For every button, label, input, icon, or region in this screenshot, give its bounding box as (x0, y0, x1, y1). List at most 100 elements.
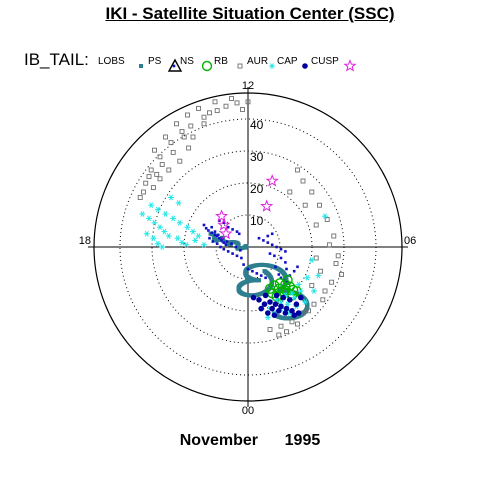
cap-point (302, 299, 309, 305)
aur-point (278, 323, 284, 329)
legend-label-ps: PS (148, 56, 162, 67)
legend-marker-cusp (302, 63, 308, 69)
legend-label-lobs: LOBS (98, 56, 125, 67)
legend-label-cusp: CUSP (311, 56, 339, 67)
aur-point (181, 134, 187, 140)
cusp-point (215, 209, 229, 222)
aur-point (234, 100, 240, 106)
aur-point (333, 261, 339, 266)
legend-marker-cap (269, 63, 275, 69)
aur-point (322, 288, 328, 294)
cap-point (174, 235, 181, 242)
cap-point (322, 213, 328, 220)
aur-point (185, 112, 190, 118)
ps-point (266, 241, 270, 244)
aur-point (318, 268, 324, 274)
cusp-point (250, 294, 257, 301)
ps-point (235, 230, 239, 233)
aur-point (166, 167, 172, 173)
ps-point (225, 240, 229, 243)
ps-point (211, 240, 215, 243)
legend-marker-ns (167, 58, 183, 72)
ps-point (257, 236, 261, 240)
cap-point (311, 288, 317, 294)
axis-labels: 10 20 30 40 12 00 18 06 (79, 80, 417, 417)
cap-point (175, 200, 182, 206)
aur-point (302, 202, 308, 208)
aur-point (163, 134, 168, 140)
cap-point (184, 224, 191, 231)
ps-point (234, 245, 238, 249)
ps-point (222, 247, 226, 251)
ps-point (268, 252, 272, 255)
cap-point (192, 237, 199, 244)
aur-point (190, 134, 196, 140)
aur-point (320, 297, 326, 303)
cusp-point (298, 294, 304, 301)
year-label: 1995 (284, 432, 321, 449)
ps-point (207, 229, 210, 232)
cap-point (151, 219, 158, 226)
ps-point (218, 219, 221, 222)
aur-point (335, 253, 341, 259)
cap-point (165, 233, 172, 239)
legend-marker-ps (172, 64, 176, 68)
aur-point (267, 327, 273, 332)
rb-point (274, 278, 286, 289)
ps-point (284, 261, 287, 264)
aur-point (157, 176, 163, 182)
aur-point (309, 283, 315, 288)
cap-point (146, 215, 152, 222)
label-18: 18 (79, 235, 91, 247)
cusp-point (269, 305, 276, 312)
ps-point (266, 234, 270, 238)
aur-point (331, 233, 337, 239)
cusp-point (272, 301, 279, 308)
cusp-point (260, 199, 274, 212)
ps-point (224, 243, 228, 247)
ps-point (285, 267, 288, 271)
cap-point (139, 211, 146, 217)
cap-point (154, 240, 161, 247)
aur-point (324, 217, 330, 222)
aur-point (300, 178, 306, 184)
aur-point (137, 195, 143, 200)
ps-point (217, 233, 220, 237)
cap-point (264, 314, 271, 321)
aur-point (309, 189, 315, 195)
aur-point (295, 321, 300, 327)
ps-point (231, 228, 234, 231)
radial-tick-label: 30 (250, 150, 264, 164)
aur-point (339, 272, 344, 277)
aur-point (326, 242, 332, 248)
aur-point (223, 103, 229, 109)
aur-point (313, 255, 319, 261)
ps-point (204, 227, 208, 230)
aur-point (141, 189, 146, 195)
aur-point (287, 189, 293, 195)
radial-tick-label: 40 (250, 118, 264, 132)
cusp-point (262, 292, 269, 299)
ps-point (275, 245, 278, 249)
ps-point (273, 254, 276, 258)
legend-label-cap: CAP (277, 56, 298, 67)
cap-point (162, 211, 169, 217)
cap-point (170, 215, 177, 222)
ps-point (222, 221, 226, 225)
cusp-point (267, 299, 273, 305)
ps-point (284, 250, 287, 253)
month-label: November (179, 432, 258, 449)
ps-point (210, 231, 213, 234)
radial-tick-label: 10 (250, 214, 264, 228)
legend-marker-rb (201, 60, 213, 72)
aur-point (284, 329, 289, 335)
cap-point (161, 228, 168, 235)
aur-point (196, 105, 201, 111)
aur-point (148, 167, 154, 173)
legend-marker-aur (237, 63, 243, 69)
lobs-point (243, 245, 248, 250)
ps-point (296, 265, 299, 269)
ps-point (226, 225, 230, 229)
ps-point (279, 256, 283, 260)
